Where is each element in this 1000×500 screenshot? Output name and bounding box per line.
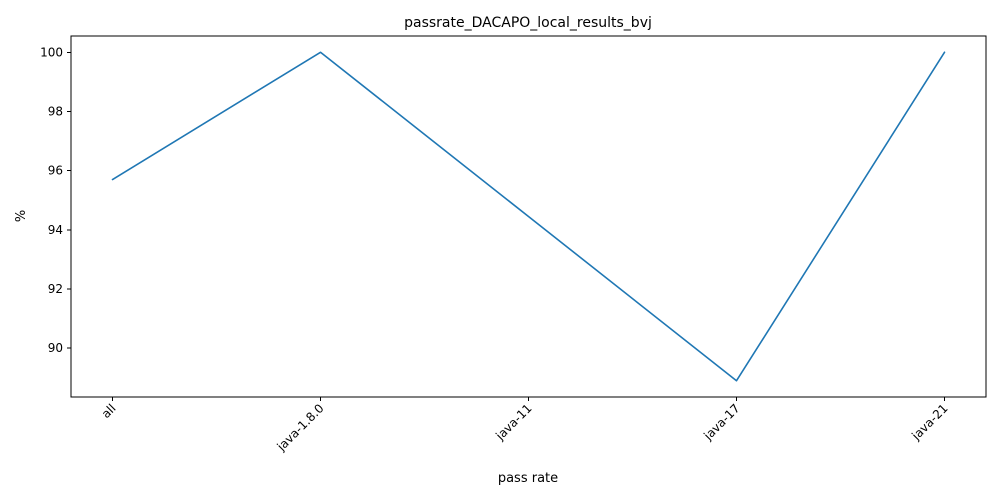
y-tick-label: 94: [48, 223, 63, 237]
y-tick-label: 90: [48, 341, 63, 355]
x-tick-label-all: all: [99, 401, 119, 421]
x-tick-label-java-11: java-11: [492, 401, 534, 443]
y-tick-label: 100: [40, 45, 63, 59]
x-axis-label: pass rate: [498, 471, 558, 486]
x-tick-label-java-1.8.0: java-1.8.0: [274, 401, 327, 454]
plot-area: 90 92 94 96 98 100 all java-1.8.0 java-11 java-17…: [40, 35, 987, 454]
y-tick-label: 92: [48, 282, 63, 296]
x-tick-label-java-17: java-17: [700, 401, 742, 443]
y-tick-label: 98: [48, 104, 63, 118]
y-tick-label: 96: [48, 164, 63, 178]
x-tick-label-java-21: java-21: [908, 401, 950, 443]
series-line-1: [111, 51, 946, 382]
y-axis-label: %: [14, 210, 29, 222]
chart-title: passrate_DACAPO_local_results_bvj: [404, 15, 652, 31]
